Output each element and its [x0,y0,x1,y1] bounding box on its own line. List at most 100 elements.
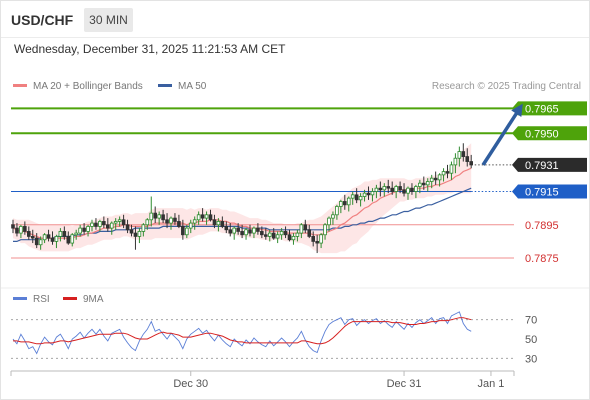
candle [335,204,339,220]
candle-body [192,219,197,224]
candle-body [315,241,319,244]
candle [414,184,418,199]
level-label-text: 0.7915 [525,187,559,199]
candle-body [457,151,462,159]
candle [256,223,260,235]
candle-body [184,227,189,236]
candle [15,223,19,237]
candle [30,229,35,244]
candle [62,226,67,240]
candle [149,196,154,227]
timeframe-badge[interactable]: 30 MIN [84,8,133,32]
candle-body [346,197,351,206]
rsi-line [12,311,472,355]
candle [271,228,276,240]
candle-body [244,229,248,236]
candle-body [11,224,15,229]
legend-label-rsi: RSI [33,294,50,305]
candle-body [70,234,75,244]
candle-body [398,186,402,191]
candle [279,228,284,240]
candle-body [141,224,146,232]
candle [421,176,426,190]
candle-body [90,222,94,227]
candle [74,229,79,240]
candle [141,223,146,237]
x-tick-label: Dec 30 [173,378,208,390]
candle-body [220,221,225,227]
candle [42,233,47,244]
candle-body [271,232,276,239]
legend-item-ma50: MA 50 [158,81,206,92]
candle-body [149,212,154,221]
candle-body [78,227,82,234]
candle [263,228,268,240]
rsi-ma-swatch [63,296,77,300]
candle [19,224,23,239]
candle [23,221,27,235]
candle-body [311,236,315,242]
candle-body [327,217,331,226]
level-label-text-support-4: 0.7895 [525,220,559,232]
candle-body [429,177,434,182]
candle-body [23,226,27,232]
candle [161,209,165,224]
candle [133,226,138,250]
legend-item-ma20: MA 20 + Bollinger Bands [13,81,143,92]
rsi-ma-line [13,317,472,345]
candle-body [26,231,31,237]
candle-body [50,237,55,242]
candle-body [66,236,71,244]
candle [453,153,458,174]
level-label-bg [512,126,587,141]
level-label-bg [512,184,587,199]
candle [303,219,308,234]
candle-body [125,224,130,231]
candle [469,154,473,169]
candle [252,226,256,239]
legend-label-ma20: MA 20 + Bollinger Bands [33,81,143,92]
candle [66,231,71,245]
candle [11,219,15,234]
candle-body [421,182,426,186]
candle-body [38,239,43,246]
candle-body [173,217,177,222]
candle [188,219,193,234]
copyright-text: Research © 2025 Trading Central [431,81,581,92]
candle-body [212,219,217,226]
candle-body [461,151,466,157]
candle-body [137,231,142,237]
x-tick-label: Dec 31 [387,378,422,390]
candle [402,183,406,197]
candle [410,183,414,195]
level-label-resistance-0: 0.7965 [512,101,587,116]
candle [50,231,55,245]
candle [283,226,288,239]
candles [11,143,473,254]
candle [291,233,296,245]
candle-body [323,224,327,236]
legend-item-rsi: RSI [13,294,50,305]
candle-body [181,226,185,236]
candle [461,143,466,162]
candle [315,234,319,254]
candle [157,211,161,225]
level-label-resistance-1: 0.7950 [512,126,587,141]
candle [228,223,233,237]
candle [350,191,355,205]
candle-body [425,181,430,186]
candle-body [386,186,391,189]
candle-body [169,217,173,224]
candle-body [362,192,367,197]
candle-body [275,234,280,239]
candle-body [145,219,150,226]
candle [362,189,367,202]
candle [370,188,375,202]
candle-body [418,182,422,187]
candle [34,233,39,249]
candle [109,221,114,235]
rsi-swatch [13,296,27,300]
candle-body [433,177,438,181]
candle-body [374,187,379,192]
candle-body [354,194,359,201]
